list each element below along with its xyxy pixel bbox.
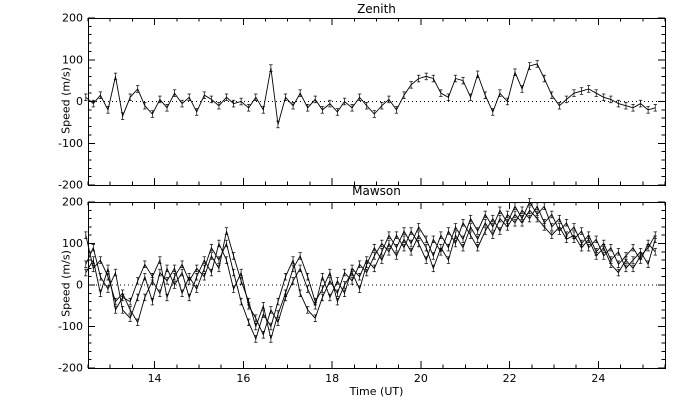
x-tick-label: 14 — [148, 372, 162, 385]
y-tick-label: 100 — [62, 53, 83, 66]
mawson-panel-title: Mawson — [352, 184, 401, 198]
y-tick-label: -200 — [58, 362, 83, 375]
x-tick-label: 22 — [503, 372, 517, 385]
y-tick-label: 0 — [76, 95, 83, 108]
mawson-series-mawson-beam-1 — [85, 205, 656, 341]
y-tick-label: 100 — [62, 237, 83, 250]
zenith-series-zenith-wind — [85, 63, 656, 125]
y-tick-label: 200 — [62, 12, 83, 25]
x-tick-label: 24 — [591, 372, 605, 385]
x-tick-label: 20 — [414, 372, 428, 385]
x-axis-label: Time (UT) — [349, 385, 404, 398]
x-tick-label: 16 — [236, 372, 250, 385]
y-tick-label: -100 — [58, 137, 83, 150]
y-tick-label: 200 — [62, 196, 83, 209]
y-tick-label: -200 — [58, 179, 83, 192]
x-tick-label: 18 — [325, 372, 339, 385]
y-tick-label: -100 — [58, 320, 83, 333]
mawson-series-mawson-beam-3 — [85, 209, 656, 340]
zenith-panel-title: Zenith — [357, 2, 396, 16]
mawson-series-mawson-beam-2 — [85, 201, 656, 337]
y-tick-label: 0 — [76, 279, 83, 292]
